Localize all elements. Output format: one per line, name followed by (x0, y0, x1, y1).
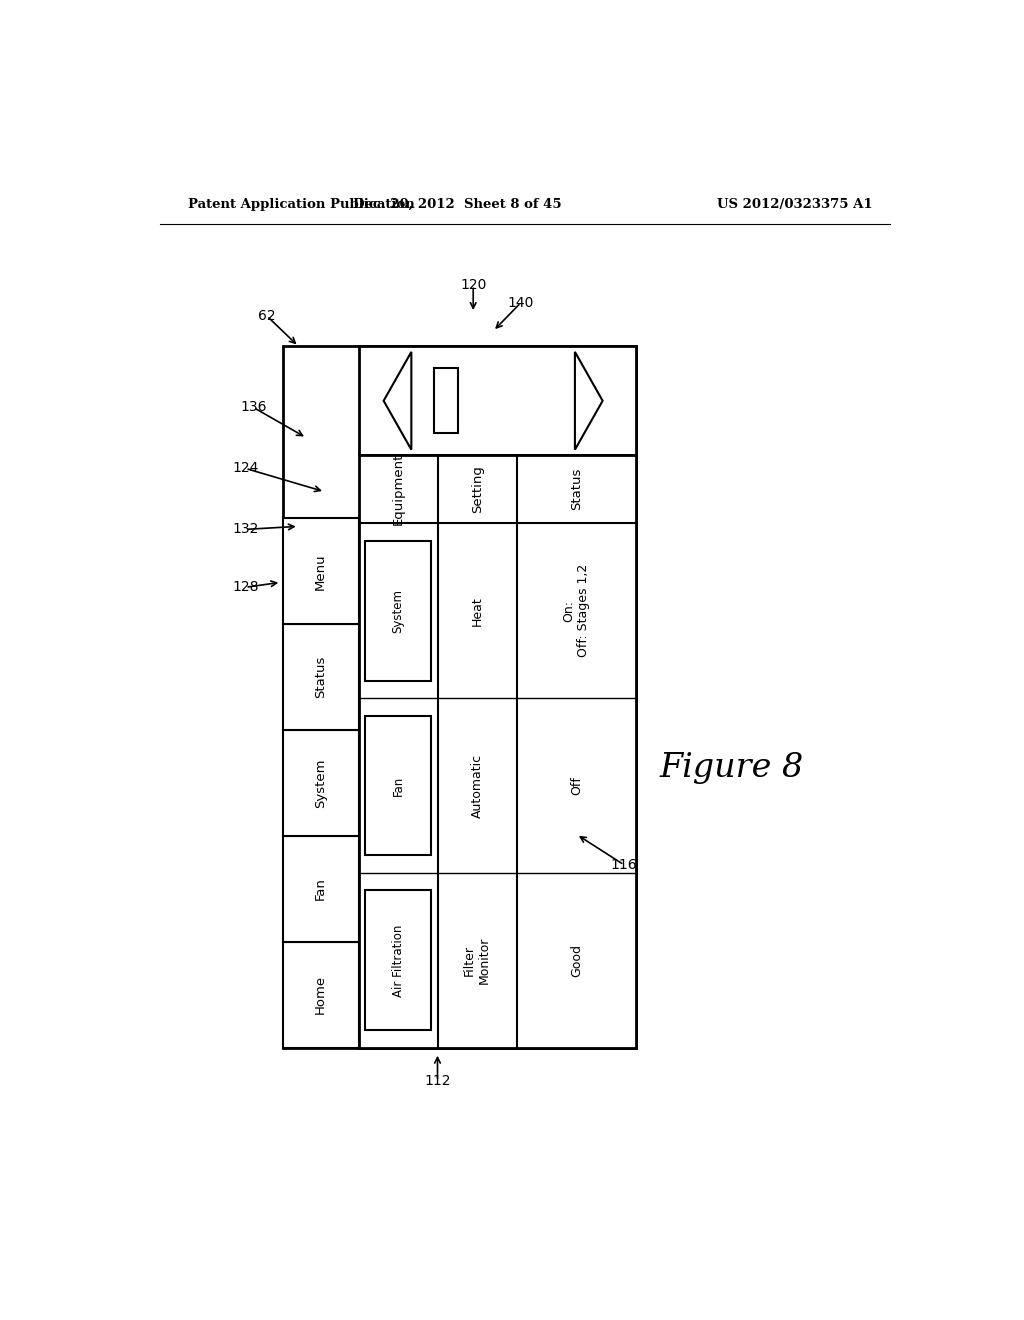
Text: Home: Home (314, 975, 328, 1014)
Bar (433, 368, 459, 433)
Text: Heat: Heat (471, 595, 483, 626)
Bar (283, 836, 358, 942)
Bar (365, 891, 431, 1031)
Text: Good: Good (569, 944, 583, 977)
Bar (283, 346, 636, 1048)
Text: Automatic: Automatic (471, 754, 483, 817)
Text: 128: 128 (232, 581, 259, 594)
Text: Setting: Setting (471, 465, 483, 513)
Text: System: System (392, 589, 404, 632)
Text: On:
Off: Stages 1,2: On: Off: Stages 1,2 (562, 564, 590, 657)
Text: Filter
Monitor: Filter Monitor (463, 937, 492, 983)
Bar (283, 519, 358, 624)
Text: Fan: Fan (392, 775, 404, 796)
Bar (365, 541, 431, 681)
Bar (358, 346, 636, 455)
Polygon shape (384, 352, 412, 450)
Text: System: System (314, 758, 328, 808)
Text: 140: 140 (508, 296, 535, 310)
Text: 124: 124 (232, 462, 259, 475)
Text: US 2012/0323375 A1: US 2012/0323375 A1 (717, 198, 872, 211)
Text: Air Filtration: Air Filtration (392, 924, 404, 997)
Text: 136: 136 (241, 400, 266, 414)
Text: Equipment: Equipment (392, 453, 404, 525)
Text: Figure 8: Figure 8 (659, 752, 803, 784)
Bar (365, 715, 431, 855)
Polygon shape (574, 352, 603, 450)
Text: Patent Application Publication: Patent Application Publication (187, 198, 415, 211)
Bar (358, 455, 636, 1048)
Text: Off: Off (569, 776, 583, 795)
Bar (283, 730, 358, 836)
Text: 112: 112 (424, 1074, 451, 1088)
Text: 120: 120 (460, 279, 486, 293)
Text: 116: 116 (610, 858, 637, 871)
Text: Menu: Menu (314, 553, 328, 590)
Text: Fan: Fan (314, 878, 328, 900)
Text: 62: 62 (258, 309, 275, 323)
Bar (283, 942, 358, 1048)
Text: Status: Status (569, 469, 583, 511)
Bar (283, 624, 358, 730)
Text: 132: 132 (232, 523, 259, 536)
Text: Status: Status (314, 656, 328, 698)
Text: Dec. 20, 2012  Sheet 8 of 45: Dec. 20, 2012 Sheet 8 of 45 (353, 198, 561, 211)
